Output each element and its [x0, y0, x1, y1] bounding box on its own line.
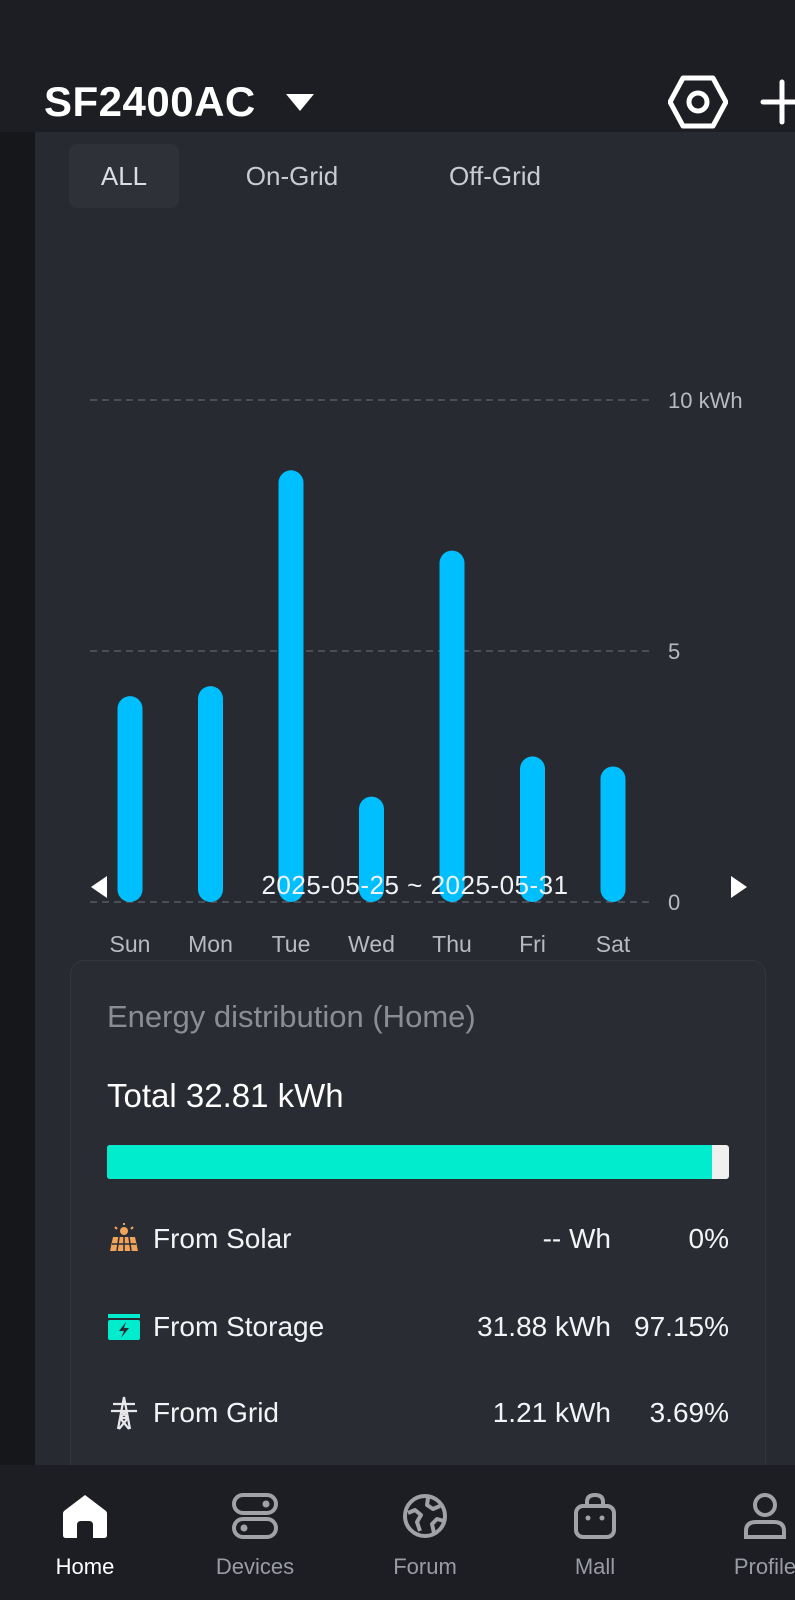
nav-label: Forum	[393, 1554, 457, 1579]
nav-profile[interactable]: Profile	[705, 1491, 795, 1591]
nav-home[interactable]: Home	[25, 1491, 145, 1591]
x-tick-label: Sun	[110, 931, 151, 957]
settings-button[interactable]	[667, 74, 729, 130]
date-navigator: 2025-05-25 ~ 2025-05-31	[35, 862, 795, 912]
bar-sat[interactable]	[600, 766, 626, 902]
tab-on-grid[interactable]: On-Grid	[245, 161, 339, 191]
solar-panel-icon	[107, 1222, 141, 1256]
power-tower-icon	[107, 1396, 141, 1430]
globe-icon	[403, 1494, 447, 1538]
source-label: From Grid	[153, 1397, 279, 1428]
bar-wed[interactable]	[359, 796, 384, 902]
source-row-solar: From Solar -- Wh 0%	[107, 1219, 729, 1259]
x-tick-label: Tue	[272, 931, 311, 957]
devices-icon	[232, 1493, 278, 1539]
plus-icon	[760, 79, 795, 125]
nav-mall[interactable]: Mall	[535, 1491, 655, 1591]
x-tick-label: Thu	[432, 931, 472, 957]
source-percent: 3.69%	[649, 1397, 729, 1428]
add-device-button[interactable]	[760, 78, 795, 126]
triangle-left-icon	[91, 876, 107, 898]
left-edge-strip	[0, 130, 35, 1465]
distribution-progress-bar	[107, 1145, 729, 1179]
main-panel: ALL On-Grid Off-Grid 10 kWh 5 0 Sun Mon Tue We…	[35, 132, 795, 1465]
device-selector[interactable]: SF2400AC	[44, 78, 314, 126]
profile-icon	[744, 1493, 786, 1539]
x-tick-label: Mon	[188, 931, 233, 957]
source-percent: 0%	[688, 1223, 729, 1254]
bar-sun[interactable]	[117, 696, 143, 902]
nav-label: Devices	[215, 1554, 295, 1579]
next-week-button[interactable]	[725, 874, 751, 900]
bottom-navigation: Home Devices Forum	[0, 1465, 795, 1600]
x-tick-label: Fri	[519, 931, 546, 957]
nav-forum[interactable]: Forum	[365, 1491, 485, 1591]
bar-mon[interactable]	[198, 686, 223, 902]
grid-mode-tabs: ALL On-Grid Off-Grid	[69, 144, 585, 208]
progress-fill	[107, 1145, 712, 1179]
triangle-right-icon	[731, 876, 747, 898]
x-tick-label: Wed	[348, 931, 395, 957]
shopping-bag-icon	[574, 1493, 616, 1539]
tab-all[interactable]: ALL	[69, 144, 179, 208]
app-header: SF2400AC	[0, 0, 795, 132]
home-icon	[63, 1495, 107, 1538]
y-tick-label: 10 kWh	[668, 388, 743, 413]
tab-off-grid[interactable]: Off-Grid	[449, 161, 541, 191]
source-label: From Solar	[153, 1223, 292, 1254]
total-energy: Total 32.81 kWh	[107, 1077, 344, 1114]
source-percent: 97.15%	[634, 1311, 729, 1342]
card-title: Energy distribution (Home)	[107, 999, 476, 1034]
source-label: From Storage	[153, 1311, 325, 1342]
previous-week-button[interactable]	[87, 874, 113, 900]
chart-svg: 10 kWh 5 0 Sun Mon Tue Wed Thu Fri Sat	[90, 388, 743, 957]
nav-label: Home	[55, 1554, 115, 1579]
caret-down-icon	[285, 93, 314, 111]
nav-label: Profile	[733, 1554, 795, 1579]
battery-storage-icon	[107, 1310, 141, 1344]
x-tick-label: Sat	[596, 931, 631, 957]
hex-nut-settings-icon	[667, 75, 729, 129]
y-tick-label: 5	[668, 639, 680, 664]
energy-distribution-card: Energy distribution (Home) Total 32.81 k…	[70, 960, 766, 1465]
bar-fri[interactable]	[520, 756, 545, 902]
source-value: -- Wh	[542, 1223, 611, 1254]
date-range-label: 2025-05-25 ~ 2025-05-31	[261, 870, 569, 900]
energy-bar-chart: 10 kWh 5 0 Sun Mon Tue Wed Thu Fri Sat	[35, 362, 795, 982]
source-row-storage: From Storage 31.88 kWh 97.15%	[107, 1307, 729, 1347]
bar-tue[interactable]	[278, 470, 304, 902]
source-row-grid: From Grid 1.21 kWh 3.69%	[107, 1393, 729, 1433]
source-value: 31.88 kWh	[477, 1311, 611, 1342]
bar-thu[interactable]	[439, 550, 465, 902]
nav-devices[interactable]: Devices	[195, 1491, 315, 1591]
device-name: SF2400AC	[44, 78, 256, 125]
source-value: 1.21 kWh	[492, 1397, 611, 1428]
y-tick-label: 0	[668, 890, 680, 915]
nav-label: Mall	[574, 1554, 616, 1579]
